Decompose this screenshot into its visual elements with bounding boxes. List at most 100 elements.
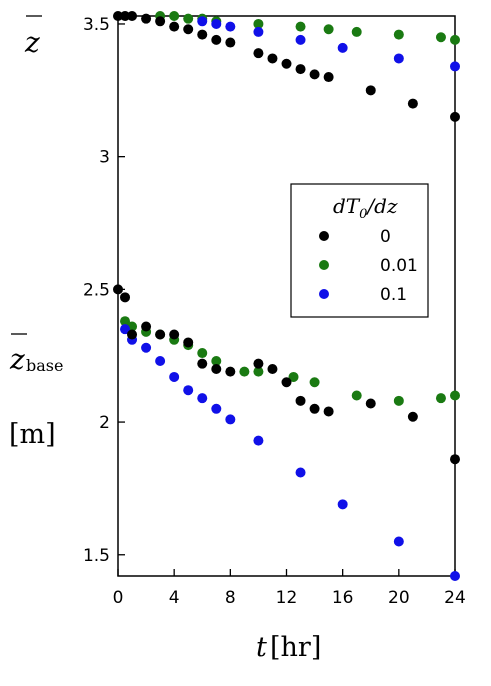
x-tick-label: 4 — [169, 588, 180, 608]
y-tick-label: 3 — [99, 148, 110, 168]
legend-label: 0 — [380, 227, 391, 247]
data-point — [225, 366, 236, 377]
data-point — [365, 85, 376, 96]
data-point — [450, 390, 460, 401]
data-point — [120, 316, 131, 327]
data-point — [323, 24, 334, 35]
legend-title-main: dT — [333, 194, 361, 218]
data-point — [183, 24, 194, 35]
legend: dT0/dz 00.010.1 — [290, 183, 429, 318]
ylabel-mid-var: z — [9, 343, 25, 376]
data-point — [351, 26, 362, 37]
ylabel-top-var: z — [24, 26, 40, 59]
legend-marker — [319, 289, 329, 299]
data-point — [211, 34, 222, 45]
data-point — [337, 42, 348, 53]
data-point — [309, 377, 320, 388]
data-point — [169, 329, 180, 340]
data-point — [183, 337, 194, 348]
data-point — [169, 21, 180, 32]
legend-title: dT0/dz — [333, 194, 398, 222]
data-point — [113, 284, 123, 295]
ylabel-unit: [m] — [9, 419, 56, 450]
legend-title-rest: /dz — [365, 194, 398, 218]
data-point — [450, 61, 460, 72]
data-points — [113, 11, 460, 581]
x-tick-label: 8 — [225, 588, 236, 608]
data-point — [183, 13, 194, 24]
data-point — [211, 18, 222, 29]
data-point — [407, 411, 418, 422]
legend-marker — [319, 231, 329, 241]
y-tick-label: 1.5 — [83, 546, 110, 566]
y-tick-label: 2 — [99, 413, 110, 433]
data-point — [127, 329, 138, 340]
y-tick-label: 3.5 — [83, 15, 110, 35]
data-point — [450, 111, 460, 122]
data-point — [120, 324, 131, 335]
data-point — [253, 48, 264, 59]
data-point — [267, 53, 278, 64]
data-point — [225, 414, 236, 425]
data-point — [239, 366, 250, 377]
xlabel: t [hr] — [256, 632, 321, 663]
data-point — [407, 98, 418, 109]
data-point — [450, 34, 460, 45]
x-tick-label: 0 — [113, 588, 124, 608]
data-point — [155, 16, 166, 27]
data-point — [211, 403, 222, 414]
data-point — [393, 395, 404, 406]
x-tick-label: 24 — [444, 588, 466, 608]
data-point — [197, 348, 208, 359]
data-point — [155, 356, 166, 367]
x-tick-label: 12 — [276, 588, 298, 608]
data-point — [141, 321, 152, 332]
data-point — [295, 395, 306, 406]
y-tick-label: 2.5 — [83, 280, 110, 300]
legend-title-sub: 0 — [359, 207, 367, 222]
ylabel-top: z — [24, 15, 42, 59]
data-point — [435, 32, 446, 43]
x-axis: 0 4 8 12 16 20 24 — [113, 569, 466, 608]
legend-label: 0.1 — [380, 285, 407, 305]
data-point — [323, 72, 334, 83]
data-point — [288, 371, 299, 382]
legend-box — [290, 183, 429, 318]
data-point — [225, 37, 236, 48]
data-point — [365, 398, 376, 409]
data-point — [155, 329, 166, 340]
data-point — [295, 21, 306, 32]
legend-marker — [319, 260, 329, 270]
data-point — [295, 64, 306, 75]
data-point — [127, 11, 138, 21]
data-point — [253, 18, 264, 29]
data-point — [450, 571, 460, 581]
data-point — [253, 435, 264, 446]
data-point — [450, 454, 460, 465]
data-point — [435, 393, 446, 404]
data-point — [197, 393, 208, 404]
data-point — [309, 69, 320, 80]
data-point — [183, 385, 194, 396]
data-point — [351, 390, 362, 401]
data-point — [253, 358, 264, 369]
data-point — [197, 29, 208, 40]
data-point — [253, 26, 264, 37]
x-tick-label: 16 — [332, 588, 354, 608]
data-point — [281, 377, 292, 388]
data-point — [141, 342, 152, 353]
data-point — [197, 16, 208, 27]
data-point — [393, 53, 404, 64]
data-point — [113, 11, 123, 21]
data-point — [281, 58, 292, 69]
data-point — [309, 403, 320, 414]
data-point — [295, 467, 306, 478]
y-axis: 1.5 2 2.5 3 3.5 — [83, 15, 125, 566]
ylabel-mid: z base — [9, 333, 63, 376]
ylabel-mid-sub: base — [26, 356, 63, 375]
xlabel-unit: [hr] — [270, 632, 321, 663]
data-point — [169, 11, 180, 21]
data-point — [393, 536, 404, 547]
xlabel-var: t — [256, 632, 267, 663]
data-point — [323, 406, 334, 417]
